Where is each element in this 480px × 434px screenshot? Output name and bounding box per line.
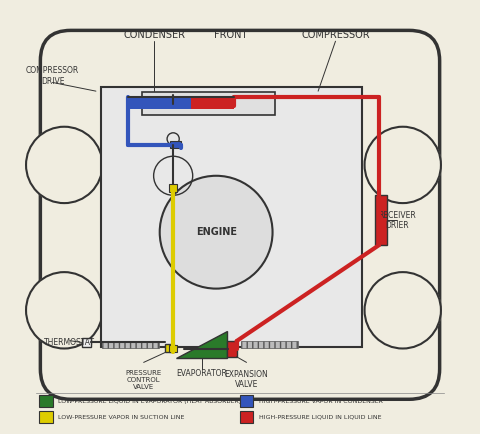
Text: LOW-PRESSURE LIQUID IN EVAPORATOR (HEAT ABSORBER): LOW-PRESSURE LIQUID IN EVAPORATOR (HEAT …: [58, 398, 241, 404]
Circle shape: [364, 272, 441, 349]
Bar: [240, 395, 253, 407]
Circle shape: [26, 127, 102, 203]
Text: ENGINE: ENGINE: [196, 227, 237, 237]
Text: HIGH-PRESSURE VAPOR IN CONDENSER: HIGH-PRESSURE VAPOR IN CONDENSER: [259, 398, 383, 404]
Text: EVAPORATOR: EVAPORATOR: [176, 369, 227, 378]
Text: RADIATOR: RADIATOR: [189, 99, 228, 108]
Bar: [39, 411, 52, 423]
Bar: [241, 341, 298, 348]
Bar: [39, 395, 52, 407]
Bar: [143, 92, 275, 115]
Text: HIGH-PRESSURE LIQUID IN LIQUID LINE: HIGH-PRESSURE LIQUID IN LIQUID LINE: [259, 414, 381, 420]
Circle shape: [26, 272, 102, 349]
Bar: [170, 141, 181, 148]
Bar: [227, 341, 237, 357]
Circle shape: [364, 127, 441, 203]
Bar: [169, 345, 177, 352]
Text: PRESSURE
CONTROL
VALVE: PRESSURE CONTROL VALVE: [126, 370, 162, 390]
Circle shape: [160, 176, 273, 289]
Text: CONDENSER: CONDENSER: [123, 30, 185, 40]
Bar: [101, 87, 361, 347]
Text: LOW-PRESSURE VAPOR IN SUCTION LINE: LOW-PRESSURE VAPOR IN SUCTION LINE: [58, 414, 184, 420]
Text: EXPANSION
VALVE: EXPANSION VALVE: [225, 370, 268, 389]
Bar: [82, 338, 91, 347]
FancyBboxPatch shape: [40, 30, 440, 399]
Bar: [102, 341, 159, 348]
Text: FRONT: FRONT: [214, 30, 247, 40]
Bar: [128, 97, 191, 108]
Polygon shape: [176, 331, 228, 358]
Text: COMPRESSOR
DRIVE: COMPRESSOR DRIVE: [26, 66, 79, 85]
Bar: [374, 195, 387, 245]
Text: RECEIVER
DRIER: RECEIVER DRIER: [378, 211, 416, 230]
Bar: [169, 184, 177, 192]
Bar: [191, 97, 234, 108]
Text: COMPRESSOR: COMPRESSOR: [301, 30, 370, 40]
Bar: [165, 344, 174, 352]
Text: THERMOSTAT: THERMOSTAT: [44, 338, 96, 347]
Bar: [240, 411, 253, 423]
